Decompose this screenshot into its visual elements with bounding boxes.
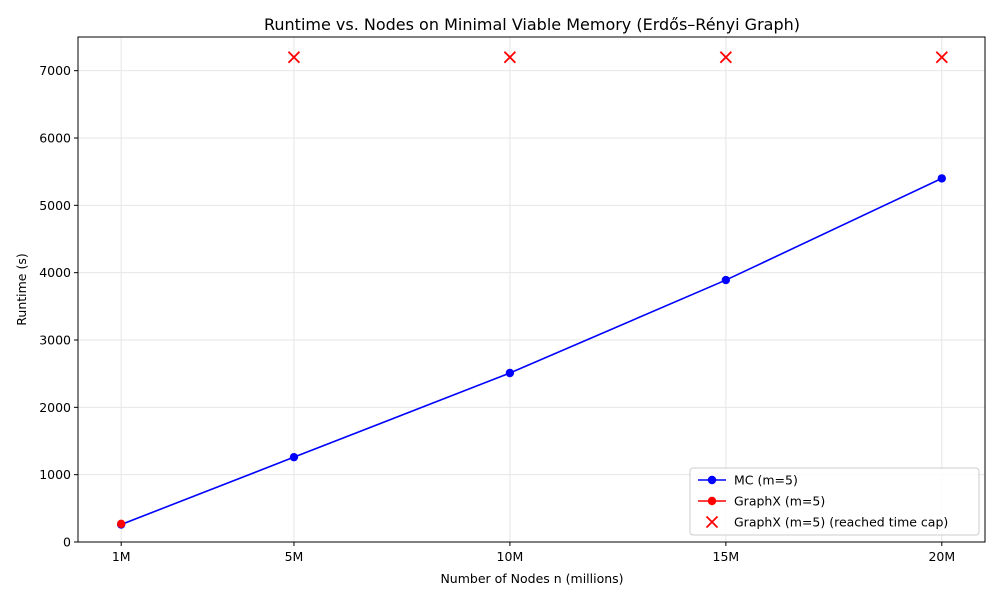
y-tick-label: 1000 <box>39 467 71 482</box>
x-axis: 1M 5M 10M 15M 20M <box>112 542 955 564</box>
x-marker-stroke <box>287 51 301 64</box>
y-axis-label: Runtime (s) <box>14 253 29 325</box>
data-point <box>289 452 299 462</box>
y-tick-label: 3000 <box>39 333 71 348</box>
y-tick-label: 4000 <box>39 265 71 280</box>
x-marker-stroke <box>705 515 719 529</box>
x-marker-stroke <box>719 51 732 64</box>
y-axis: 0 1000 2000 3000 4000 5000 6000 7000 <box>39 63 78 550</box>
legend: MC (m=5) GraphX (m=5) GraphX (m=5) (reache… <box>689 467 980 536</box>
x-marker-stroke <box>935 51 948 64</box>
legend-item: GraphX (m=5) <box>698 494 825 509</box>
legend-marker <box>705 515 719 529</box>
plot-frame <box>77 36 986 543</box>
x-tick-label: 1M <box>112 549 131 564</box>
data-point <box>721 275 731 285</box>
x-tick-label: 10M <box>497 549 524 564</box>
legend-label: MC (m=5) <box>734 473 798 488</box>
data-point <box>116 519 126 529</box>
x-axis-label: Number of Nodes n (millions) <box>440 571 623 586</box>
x-marker-stroke <box>503 51 517 64</box>
series-1 <box>116 519 126 529</box>
legend-label: GraphX (m=5) (reached time cap) <box>734 515 948 530</box>
x-tick-label: 20M <box>928 549 955 564</box>
legend-marker <box>707 496 717 506</box>
y-tick-label: 6000 <box>39 131 71 146</box>
data-point <box>937 174 947 183</box>
series-layer <box>116 51 948 529</box>
data-point <box>505 368 515 378</box>
data-point-x <box>287 51 301 64</box>
legend-item: GraphX (m=5) (reached time cap) <box>705 515 948 530</box>
x-tick-label: 15M <box>713 549 740 564</box>
y-tick-label: 2000 <box>39 400 71 415</box>
series-2 <box>287 51 948 64</box>
data-point-x <box>503 51 517 64</box>
y-tick-label: 5000 <box>39 198 71 213</box>
chart-title: Runtime vs. Nodes on Minimal Viable Memo… <box>264 15 800 34</box>
data-point-x <box>719 51 732 64</box>
legend-box <box>689 467 980 536</box>
legend-item: MC (m=5) <box>698 473 798 488</box>
y-tick-label: 7000 <box>39 63 71 78</box>
data-point-x <box>935 51 948 64</box>
legend-label: GraphX (m=5) <box>734 494 825 509</box>
legend-marker <box>707 475 717 485</box>
x-tick-label: 5M <box>285 549 304 564</box>
y-tick-label: 0 <box>63 535 71 550</box>
